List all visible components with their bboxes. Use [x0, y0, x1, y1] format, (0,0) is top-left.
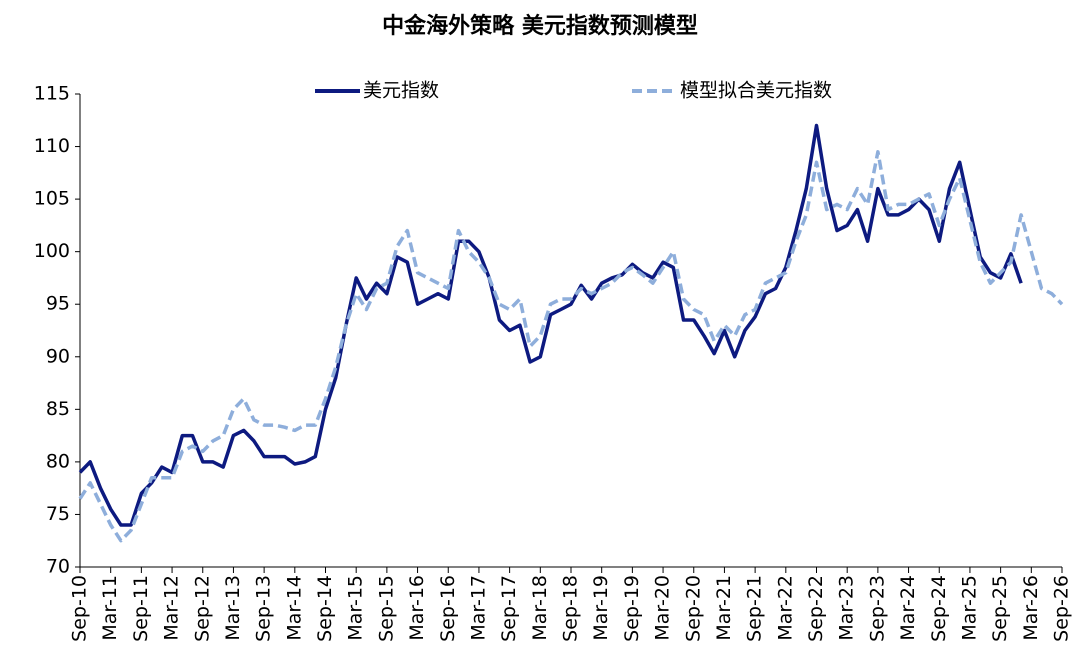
y-tick-label: 95 — [46, 293, 70, 315]
x-tick-label: Sep-15 — [375, 575, 397, 642]
x-tick-label: Sep-14 — [314, 575, 336, 642]
x-tick-label: Mar-14 — [283, 575, 305, 641]
x-tick-label: Mar-18 — [529, 575, 551, 641]
y-tick-label: 110 — [34, 135, 70, 157]
x-tick-label: Mar-17 — [467, 575, 489, 641]
x-tick-label: Mar-26 — [1020, 575, 1042, 641]
x-tick-label: Sep-21 — [744, 575, 766, 642]
chart-title: 中金海外策略 美元指数预测模型 — [382, 13, 698, 39]
y-tick-label: 100 — [34, 240, 70, 262]
x-tick-label: Mar-20 — [652, 575, 674, 641]
x-tick-label: Mar-24 — [897, 575, 919, 641]
line-series — [78, 123, 1023, 527]
x-tick-label: Sep-24 — [928, 575, 950, 642]
y-tick-label: 70 — [46, 556, 70, 578]
x-tick-label: Mar-16 — [406, 575, 428, 641]
x-tick-label: Sep-17 — [498, 575, 520, 642]
legend-label: 美元指数 — [363, 80, 439, 102]
x-tick-label: Mar-21 — [713, 575, 735, 641]
x-tick-label: Mar-25 — [958, 575, 980, 641]
x-tick-label: Sep-12 — [191, 575, 213, 642]
x-tick-label: Sep-11 — [130, 575, 152, 642]
y-tick-label: 105 — [34, 188, 70, 210]
x-tick-label: Mar-19 — [590, 575, 612, 641]
x-tick-label: Sep-25 — [989, 575, 1011, 642]
x-tick-label: Sep-22 — [805, 575, 827, 642]
x-tick-label: Sep-19 — [621, 575, 643, 642]
x-tick-label: Mar-11 — [99, 575, 121, 641]
legend-label: 模型拟合美元指数 — [680, 80, 832, 102]
x-tick-label: Sep-23 — [866, 575, 888, 642]
x-tick-label: Sep-20 — [682, 575, 704, 642]
y-tick-label: 80 — [46, 450, 70, 472]
line-series — [78, 150, 1064, 543]
y-tick-label: 115 — [34, 83, 70, 105]
y-tick-label: 75 — [46, 503, 70, 525]
x-tick-label: Sep-10 — [69, 575, 91, 642]
x-tick-label: Sep-26 — [1051, 575, 1073, 642]
x-tick-label: Mar-22 — [774, 575, 796, 641]
x-tick-label: Sep-16 — [437, 575, 459, 642]
x-tick-label: Sep-18 — [560, 575, 582, 642]
x-tick-label: Mar-23 — [836, 575, 858, 641]
x-tick-label: Sep-13 — [253, 575, 275, 642]
y-tick-label: 90 — [46, 345, 70, 367]
x-tick-label: Mar-15 — [345, 575, 367, 641]
x-tick-label: Mar-13 — [222, 575, 244, 641]
y-tick-label: 85 — [46, 398, 70, 420]
x-tick-label: Mar-12 — [161, 575, 183, 641]
